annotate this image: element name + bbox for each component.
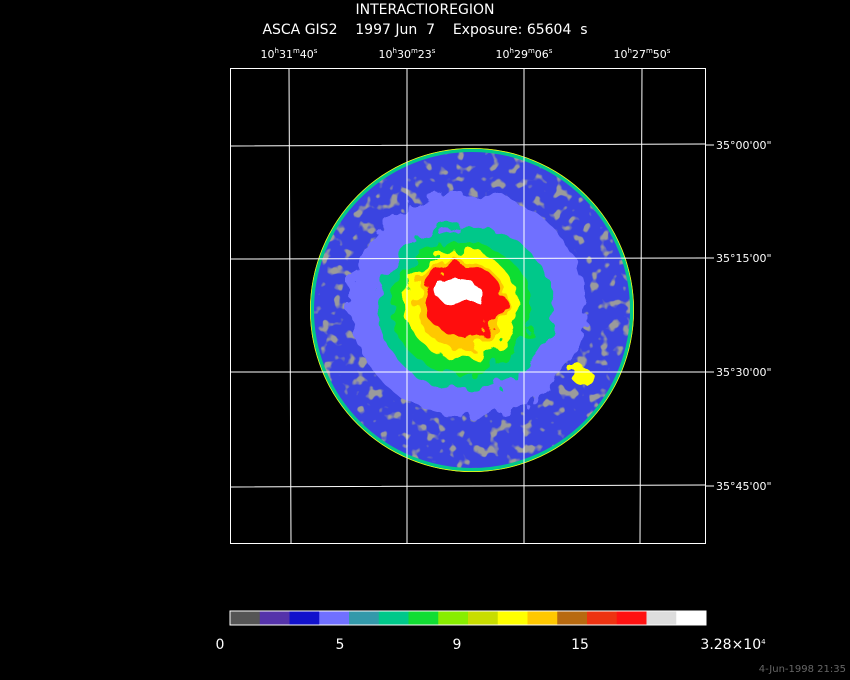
superscript: m — [411, 47, 418, 55]
coordinate-grid — [229, 67, 707, 544]
superscript: h — [628, 47, 632, 55]
superscript: m — [293, 47, 300, 55]
superscript: 4 — [761, 638, 766, 646]
colorbar: 0 5 9 15 3.28×104 — [216, 610, 766, 653]
label-part: 23 — [418, 48, 432, 61]
dec-label: 35°45'00" — [716, 480, 772, 493]
label-part: 31 — [279, 48, 293, 61]
colorbar-swatch — [527, 611, 558, 625]
superscript: h — [510, 47, 514, 55]
colorbar-swatch — [646, 611, 677, 625]
title: INTERACTIOREGION — [355, 2, 494, 18]
timestamp: 4-Jun-1998 21:35 — [759, 664, 846, 675]
label-part: 9 — [453, 637, 462, 653]
label: 10h29m06s — [496, 47, 553, 61]
dec-label: 35°00'00" — [716, 139, 772, 152]
label: 5 — [336, 637, 345, 653]
label-part: 3.28×10 — [700, 637, 761, 653]
label-part: 5 — [336, 637, 345, 653]
label-part: 10 — [261, 48, 275, 61]
superscript: s — [432, 47, 436, 55]
label: 10h31m40s — [261, 47, 318, 61]
colorbar-swatch — [587, 611, 618, 625]
superscript: m — [528, 47, 535, 55]
label-part: 29 — [514, 48, 528, 61]
subtitle: ASCA GIS2 1997 Jun 7 Exposure: 65604 s — [262, 22, 587, 38]
label-part: 10 — [614, 48, 628, 61]
colorbar-swatch — [289, 611, 320, 625]
sky-image — [310, 148, 634, 472]
label-part: 10 — [379, 48, 393, 61]
colorbar-swatch — [408, 611, 439, 625]
colorbar-swatch — [497, 611, 528, 625]
dec-label: 35°15'00" — [716, 252, 772, 265]
colorbar-swatch — [557, 611, 588, 625]
colorbar-swatch — [349, 611, 380, 625]
colorbar-swatch — [378, 611, 409, 625]
label-part: 40 — [300, 48, 314, 61]
colorbar-swatch — [676, 611, 707, 625]
colorbar-swatch — [438, 611, 469, 625]
dec-labels: 35°00'00" 35°15'00" 35°30'00" 35°45'00" — [706, 139, 772, 493]
label: 10h30m23s — [379, 47, 436, 61]
label: 15 — [571, 637, 589, 653]
label: 9 — [453, 637, 462, 653]
superscript: m — [646, 47, 653, 55]
label-part: 15 — [571, 637, 589, 653]
ra-labels: 10h31m40s 10h30m23s 10h29m06s 10h27m50s — [261, 47, 671, 61]
superscript: h — [275, 47, 279, 55]
label-part: 06 — [535, 48, 549, 61]
label-part: 50 — [653, 48, 667, 61]
superscript: s — [549, 47, 553, 55]
label-part: 10 — [496, 48, 510, 61]
colorbar-swatch — [319, 611, 350, 625]
superscript: h — [393, 47, 397, 55]
label-part: 30 — [397, 48, 411, 61]
colorbar-swatch — [230, 611, 261, 625]
colorbar-swatch — [259, 611, 290, 625]
label: 0 — [216, 637, 225, 653]
superscript: s — [667, 47, 671, 55]
label-part: 0 — [216, 637, 225, 653]
label-part: 27 — [632, 48, 646, 61]
dec-label: 35°30'00" — [716, 366, 772, 379]
label: 10h27m50s — [614, 47, 671, 61]
colorbar-frame — [229, 610, 707, 626]
superscript: s — [314, 47, 318, 55]
colorbar-swatch — [468, 611, 499, 625]
label: 3.28×104 — [700, 637, 766, 653]
colorbar-swatch — [616, 611, 647, 625]
